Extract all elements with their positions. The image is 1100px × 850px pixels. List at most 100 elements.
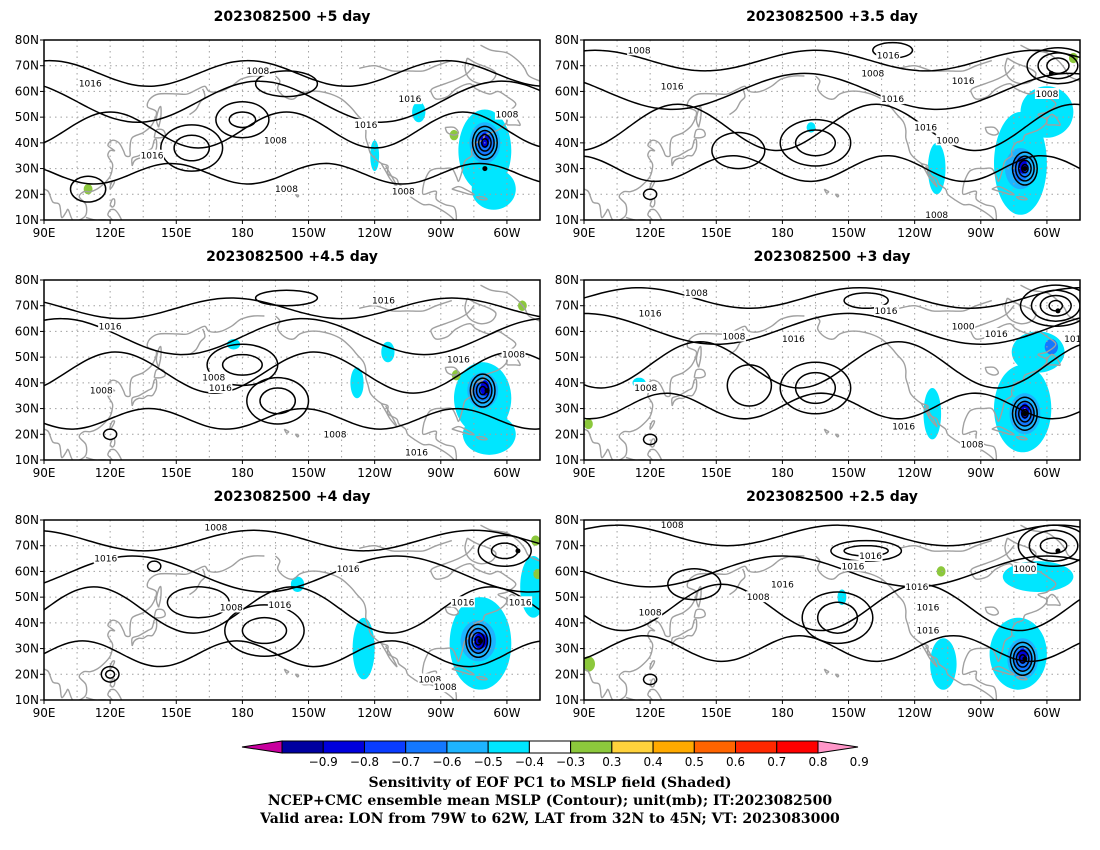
contour-label: 1000 [952,322,975,332]
lat-tick-label: 40N [555,136,579,150]
coastline [695,585,702,608]
isobar-closed [228,111,257,129]
lat-tick-label: 40N [555,376,579,390]
isobar-closed [1026,47,1080,85]
coastline [671,378,698,407]
lon-tick-label: 120W [897,706,932,720]
coastline [274,315,455,460]
coastline [695,345,702,368]
contour-label-bg [840,560,865,572]
contour-label-bg [450,596,475,608]
coastline [444,126,460,136]
coastline [451,425,475,436]
contour-label-bg [391,185,416,197]
low-pressure-ring [471,631,486,650]
contour-label-bg [322,428,347,440]
isobar [584,555,1080,588]
map-area: 1008 1016 1016 1008 1008 1016 1016 1008 1008 [44,40,540,220]
lon-tick-label: 150W [831,226,866,240]
isobar-closed [160,124,224,172]
coastline [444,366,460,376]
coastline [451,185,475,196]
isobar [44,529,540,552]
isobar [584,312,1080,346]
colorbar-label: 0.3 [602,755,621,769]
lat-tick-label: 80N [555,513,579,527]
coastline [1015,435,1028,441]
sensitivity-shading [412,101,426,123]
lat-tick-label: 60N [15,564,39,578]
coastline [899,59,993,72]
contour-label: 1016 [881,95,904,105]
isobar-closed [100,665,120,683]
pressure-minimum [1022,411,1028,417]
colorbar-left-arrow [241,740,283,754]
lat-tick-label: 70N [555,59,579,73]
sensitivity-shading [471,168,516,210]
contour-label: 1016 [877,51,900,61]
contour-label-bg [876,49,901,61]
isobar-closed [166,586,230,619]
lat-tick-label: 40N [555,616,579,630]
pressure-minimum [477,638,483,644]
lat-tick-label: 10N [555,213,579,227]
contour-label-bg [781,333,806,345]
contour-label-bg [219,601,244,613]
low-pressure-ring [1021,408,1029,419]
isobar-closed [1028,529,1079,562]
contour-label-bg [858,550,883,561]
contour-label: 1016 [1064,335,1087,345]
coastline [189,88,206,116]
contour-label-bg [93,552,118,564]
lat-tick-label: 50N [555,350,579,364]
lon-tick-label: 150W [831,466,866,480]
coastline [693,608,706,619]
contour-label: 1016 [841,562,864,572]
coastline [475,675,488,681]
contour-label: 1016 [952,77,975,87]
lon-tick-label: 90W [967,706,994,720]
coastline [107,448,123,460]
coastline [584,555,805,700]
colorbar-right-arrow [817,740,859,754]
lat-tick-label: 40N [15,616,39,630]
isobar-closed [246,376,310,425]
low-pressure-ring [481,137,489,148]
isobar-closed [642,433,658,446]
coastline [1045,593,1061,607]
lon-tick-label: 150E [701,226,732,240]
caption-line-ensemble: NCEP+CMC ensemble mean MSLP (Contour); u… [267,793,833,809]
contour-label: 1016 [372,297,395,307]
isobar-closed [490,542,519,560]
low-pressure-ring [1014,155,1035,182]
panel-title: 2023082500 +4.5 day [206,249,378,265]
colorbar-swatch [776,740,819,754]
low-pressure-ring [1017,159,1032,178]
contour-label: 1016 [916,603,939,613]
caption-line-sensitivity: Sensitivity of EOF PC1 to MSLP field (Sh… [368,775,732,791]
colorbar-swatch [611,740,654,754]
contour-label: 1016 [79,80,102,90]
low-pressure-ring [465,623,492,659]
lon-tick-label: 90E [573,466,596,480]
coastline [647,688,663,700]
isobar-closed [642,673,658,686]
colorbar-label: −0.7 [391,755,420,769]
lon-tick-label: 90E [33,706,56,720]
contour-label: 1008 [661,521,684,531]
contour-label-bg [89,384,114,396]
contour-label-bg [397,93,422,105]
colorbar-swatch [281,740,324,754]
coastline [44,555,265,700]
lat-tick-label: 60N [15,84,39,98]
contour-label: 1008 [275,185,298,195]
contour-label: 1008 [392,188,415,198]
lon-tick-label: 60W [493,706,520,720]
lon-tick-label: 150E [701,466,732,480]
isobar [584,154,1080,183]
colorbar-swatch [405,740,448,754]
isobar-closed [1039,294,1072,317]
isobar-closed [711,131,766,170]
colorbar: −0.9 −0.8 −0.7 −0.6 −0.5 −0.4 −0.3 0.3 0.4 0.5 0.6… [241,740,869,769]
contour-label-bg [208,382,233,393]
